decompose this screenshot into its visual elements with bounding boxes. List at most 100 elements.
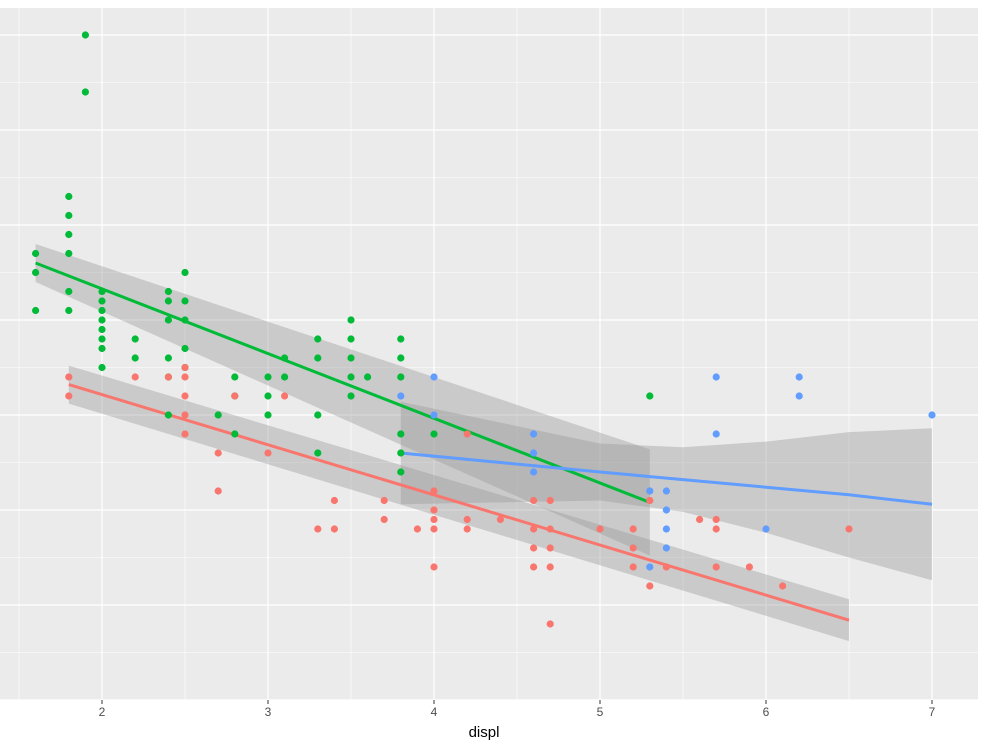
data-points [31, 31, 936, 628]
data-point [496, 515, 504, 524]
data-point [347, 392, 355, 400]
data-point [712, 525, 720, 533]
data-point [430, 506, 438, 514]
data-point [65, 287, 73, 296]
data-point [181, 373, 189, 381]
data-point [463, 525, 471, 533]
data-point [712, 563, 720, 571]
data-point [264, 449, 272, 457]
data-point [31, 249, 40, 258]
data-point [413, 525, 421, 533]
data-point [65, 249, 73, 258]
data-point [347, 373, 355, 381]
data-point [712, 373, 720, 381]
data-point [281, 354, 289, 362]
data-point [347, 316, 355, 324]
data-point [629, 544, 637, 552]
data-point [181, 316, 189, 324]
data-point [397, 449, 405, 457]
data-point [430, 411, 438, 419]
data-point [662, 487, 671, 495]
data-point [98, 335, 106, 343]
data-point [181, 268, 189, 277]
data-point [779, 582, 787, 590]
data-point [231, 373, 239, 381]
data-point [347, 335, 355, 343]
data-point [696, 515, 704, 524]
data-point [31, 306, 40, 315]
data-point [662, 563, 671, 571]
data-point [430, 515, 438, 524]
data-point [181, 344, 189, 353]
fit-lines [35, 261, 933, 622]
data-point [131, 335, 139, 343]
data-point [65, 192, 73, 201]
data-point [712, 515, 720, 524]
data-point [662, 544, 671, 552]
data-point [646, 496, 654, 505]
data-point [330, 525, 338, 533]
data-point [181, 411, 189, 419]
data-point [31, 268, 40, 277]
data-point [65, 306, 73, 315]
data-point [131, 373, 139, 381]
data-point [314, 335, 322, 343]
data-point [430, 373, 438, 381]
fit-line-3 [400, 451, 933, 506]
data-point [430, 430, 438, 438]
data-point [646, 582, 654, 590]
data-point [530, 449, 538, 457]
data-point [98, 297, 106, 305]
data-point [546, 620, 554, 628]
data-point [65, 230, 73, 239]
data-point [65, 373, 73, 381]
data-point [745, 563, 754, 571]
data-point [164, 354, 172, 362]
data-point [430, 563, 438, 571]
data-point [546, 544, 554, 552]
data-point [264, 411, 272, 419]
data-point [530, 468, 538, 476]
data-point [131, 354, 139, 362]
data-point [98, 287, 106, 296]
data-point [314, 525, 322, 533]
grid-minor [0, 8, 978, 700]
data-point [530, 430, 538, 438]
data-point [314, 411, 322, 419]
data-point [397, 392, 405, 400]
data-point [214, 449, 222, 457]
data-point [397, 430, 405, 438]
data-point [646, 563, 654, 571]
data-point [181, 430, 189, 438]
data-point [314, 449, 322, 457]
data-point [845, 525, 853, 533]
data-point [430, 525, 438, 533]
data-point [530, 544, 538, 552]
data-point [347, 354, 355, 362]
data-point [364, 373, 372, 381]
x-tick-label: 2 [99, 705, 106, 719]
data-point [795, 392, 803, 400]
data-point [397, 468, 405, 476]
x-tick-label: 5 [597, 705, 604, 719]
fit-line-2 [68, 383, 850, 622]
data-point [214, 487, 222, 495]
data-point [81, 31, 89, 39]
data-point [795, 373, 803, 381]
data-point [629, 525, 637, 533]
data-point [98, 363, 106, 372]
data-point [380, 515, 388, 524]
data-point [164, 316, 172, 324]
data-point [181, 392, 189, 400]
x-axis-ticks: 2 3 4 5 6 7 [99, 700, 936, 719]
data-point [214, 411, 222, 419]
data-point [65, 392, 73, 400]
data-point [164, 287, 172, 296]
data-point [546, 525, 554, 533]
data-point [330, 496, 338, 505]
data-point [164, 411, 172, 419]
x-tick-label: 3 [265, 705, 272, 719]
data-point [397, 335, 405, 343]
data-point [231, 430, 239, 438]
